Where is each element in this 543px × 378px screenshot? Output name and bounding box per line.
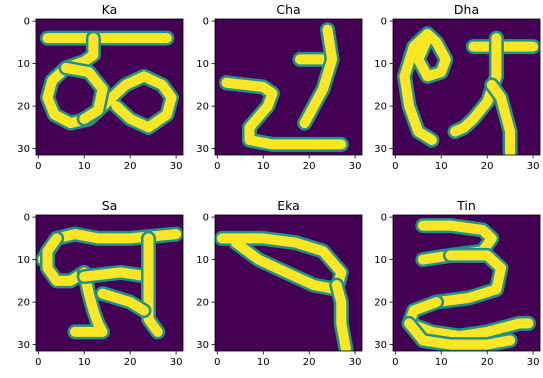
character-glyph [401,218,536,351]
glyph-stroke [42,233,90,286]
x-tick-label: 10 [435,161,448,172]
y-tick-label: 0 [24,213,30,224]
x-tick-label: 10 [78,161,91,172]
y-tick-label: 30 [196,144,209,155]
subplot-tin: Tin 0 10 20 30 0 10 20 30 [374,198,541,368]
glyph-stroke [431,250,506,308]
glyph-stroke [70,267,108,337]
x-tick-label: 30 [349,161,362,172]
x-tick-label: 30 [527,357,540,368]
subplot-title: Sa [102,198,118,213]
glyph-stroke [221,77,347,150]
y-tick-label: 0 [381,213,387,224]
y-tick-label: 10 [17,255,30,266]
x-tick-label: 20 [481,161,494,172]
x-tick-label: 0 [214,357,220,368]
glyph-stroke [404,318,516,350]
y-tick-label: 20 [374,102,387,113]
y-tick-label: 30 [374,144,387,155]
glyph-stroke [486,79,516,155]
y-tick-label: 10 [196,59,209,70]
y-tick-label: 0 [381,17,387,28]
glyph-stroke [97,288,149,316]
axes-frame [214,214,363,352]
y-tick-label: 20 [17,298,30,309]
x-tick-label: 10 [257,161,270,172]
axes-frame [35,214,184,352]
y-tick-label: 0 [203,17,209,28]
axes-frame [392,214,541,352]
x-tick-label: 0 [35,357,41,368]
y-tick-label: 10 [196,255,209,266]
character-glyph [40,30,179,135]
y-tick-label: 20 [374,298,387,309]
glyph-stroke [79,267,154,282]
glyph-stroke [60,62,108,124]
subplot-cha: Cha 0 10 20 30 0 10 20 30 [196,2,363,172]
subplot-ka: Ka 0 10 20 30 0 10 20 30 [17,2,184,172]
x-tick-label: 10 [257,357,270,368]
axes-frame [214,18,363,156]
y-tick-label: 10 [374,59,387,70]
x-tick-label: 0 [214,161,220,172]
x-tick-label: 30 [170,161,183,172]
x-tick-label: 30 [527,161,540,172]
x-tick-label: 0 [392,161,398,172]
subplot-title: Tin [456,198,476,213]
y-tick-label: 30 [17,144,30,155]
y-tick-label: 0 [203,213,209,224]
x-tick-label: 20 [303,161,316,172]
character-glyph [397,26,540,155]
glyph-stroke [404,297,534,342]
subplot-title: Cha [276,2,300,17]
y-tick-label: 30 [196,340,209,351]
glyph-stroke [450,33,502,137]
y-tick-label: 10 [374,255,387,266]
y-tick-label: 0 [24,17,30,28]
y-tick-label: 20 [17,102,30,113]
character-glyph [36,226,183,340]
y-tick-label: 10 [17,59,30,70]
x-tick-label: 10 [435,357,448,368]
y-tick-label: 20 [196,102,209,113]
subplot-title: Eka [277,198,300,213]
y-tick-label: 30 [374,340,387,351]
glyph-stroke [399,28,451,146]
x-tick-label: 0 [392,357,398,368]
character-glyph [215,230,354,351]
subplot-eka: Eka 0 10 20 30 0 10 20 30 [196,198,363,368]
x-tick-label: 30 [170,357,183,368]
x-tick-label: 20 [124,161,137,172]
axes-frame [392,18,541,156]
x-tick-label: 10 [78,357,91,368]
x-tick-label: 20 [481,357,494,368]
axes-frame [35,18,184,156]
glyph-stroke [143,233,163,337]
y-tick-label: 20 [196,298,209,309]
glyph-stroke [299,24,338,129]
subplot-title: Dha [454,2,479,17]
subplot-sa: Sa 0 10 20 30 0 10 20 30 [17,198,184,368]
y-tick-label: 30 [17,340,30,351]
character-glyph [219,22,349,152]
x-tick-label: 0 [35,161,41,172]
glyph-stroke [331,280,351,351]
subplot-title: Ka [102,2,118,17]
x-tick-label: 20 [124,357,137,368]
x-tick-label: 30 [349,357,362,368]
x-tick-label: 20 [303,357,316,368]
subplot-dha: Dha 0 10 20 30 0 10 20 30 [374,2,541,172]
